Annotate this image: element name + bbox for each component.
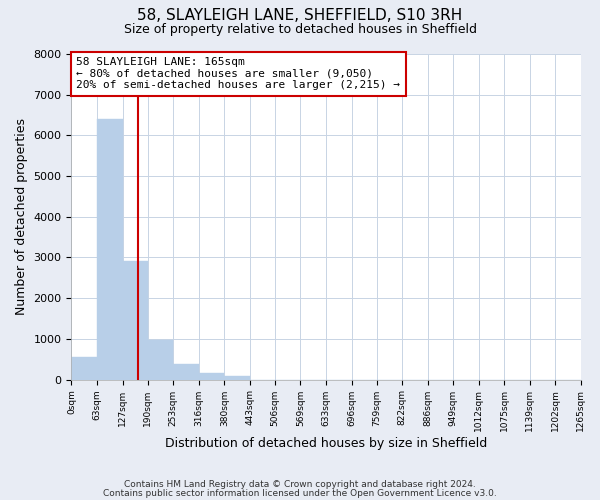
Bar [173, 364, 199, 380]
Text: Size of property relative to detached houses in Sheffield: Size of property relative to detached ho… [124, 22, 476, 36]
Bar [199, 372, 224, 380]
Text: Contains HM Land Registry data © Crown copyright and database right 2024.: Contains HM Land Registry data © Crown c… [124, 480, 476, 489]
Bar [71, 357, 97, 380]
Text: 58, SLAYLEIGH LANE, SHEFFIELD, S10 3RH: 58, SLAYLEIGH LANE, SHEFFIELD, S10 3RH [137, 8, 463, 22]
Text: Contains public sector information licensed under the Open Government Licence v3: Contains public sector information licen… [103, 489, 497, 498]
Y-axis label: Number of detached properties: Number of detached properties [15, 118, 28, 316]
Bar [224, 376, 250, 380]
X-axis label: Distribution of detached houses by size in Sheffield: Distribution of detached houses by size … [165, 437, 487, 450]
Bar [148, 340, 173, 380]
Text: 58 SLAYLEIGH LANE: 165sqm
← 80% of detached houses are smaller (9,050)
20% of se: 58 SLAYLEIGH LANE: 165sqm ← 80% of detac… [76, 58, 400, 90]
Bar [122, 261, 148, 380]
Bar [97, 119, 122, 380]
